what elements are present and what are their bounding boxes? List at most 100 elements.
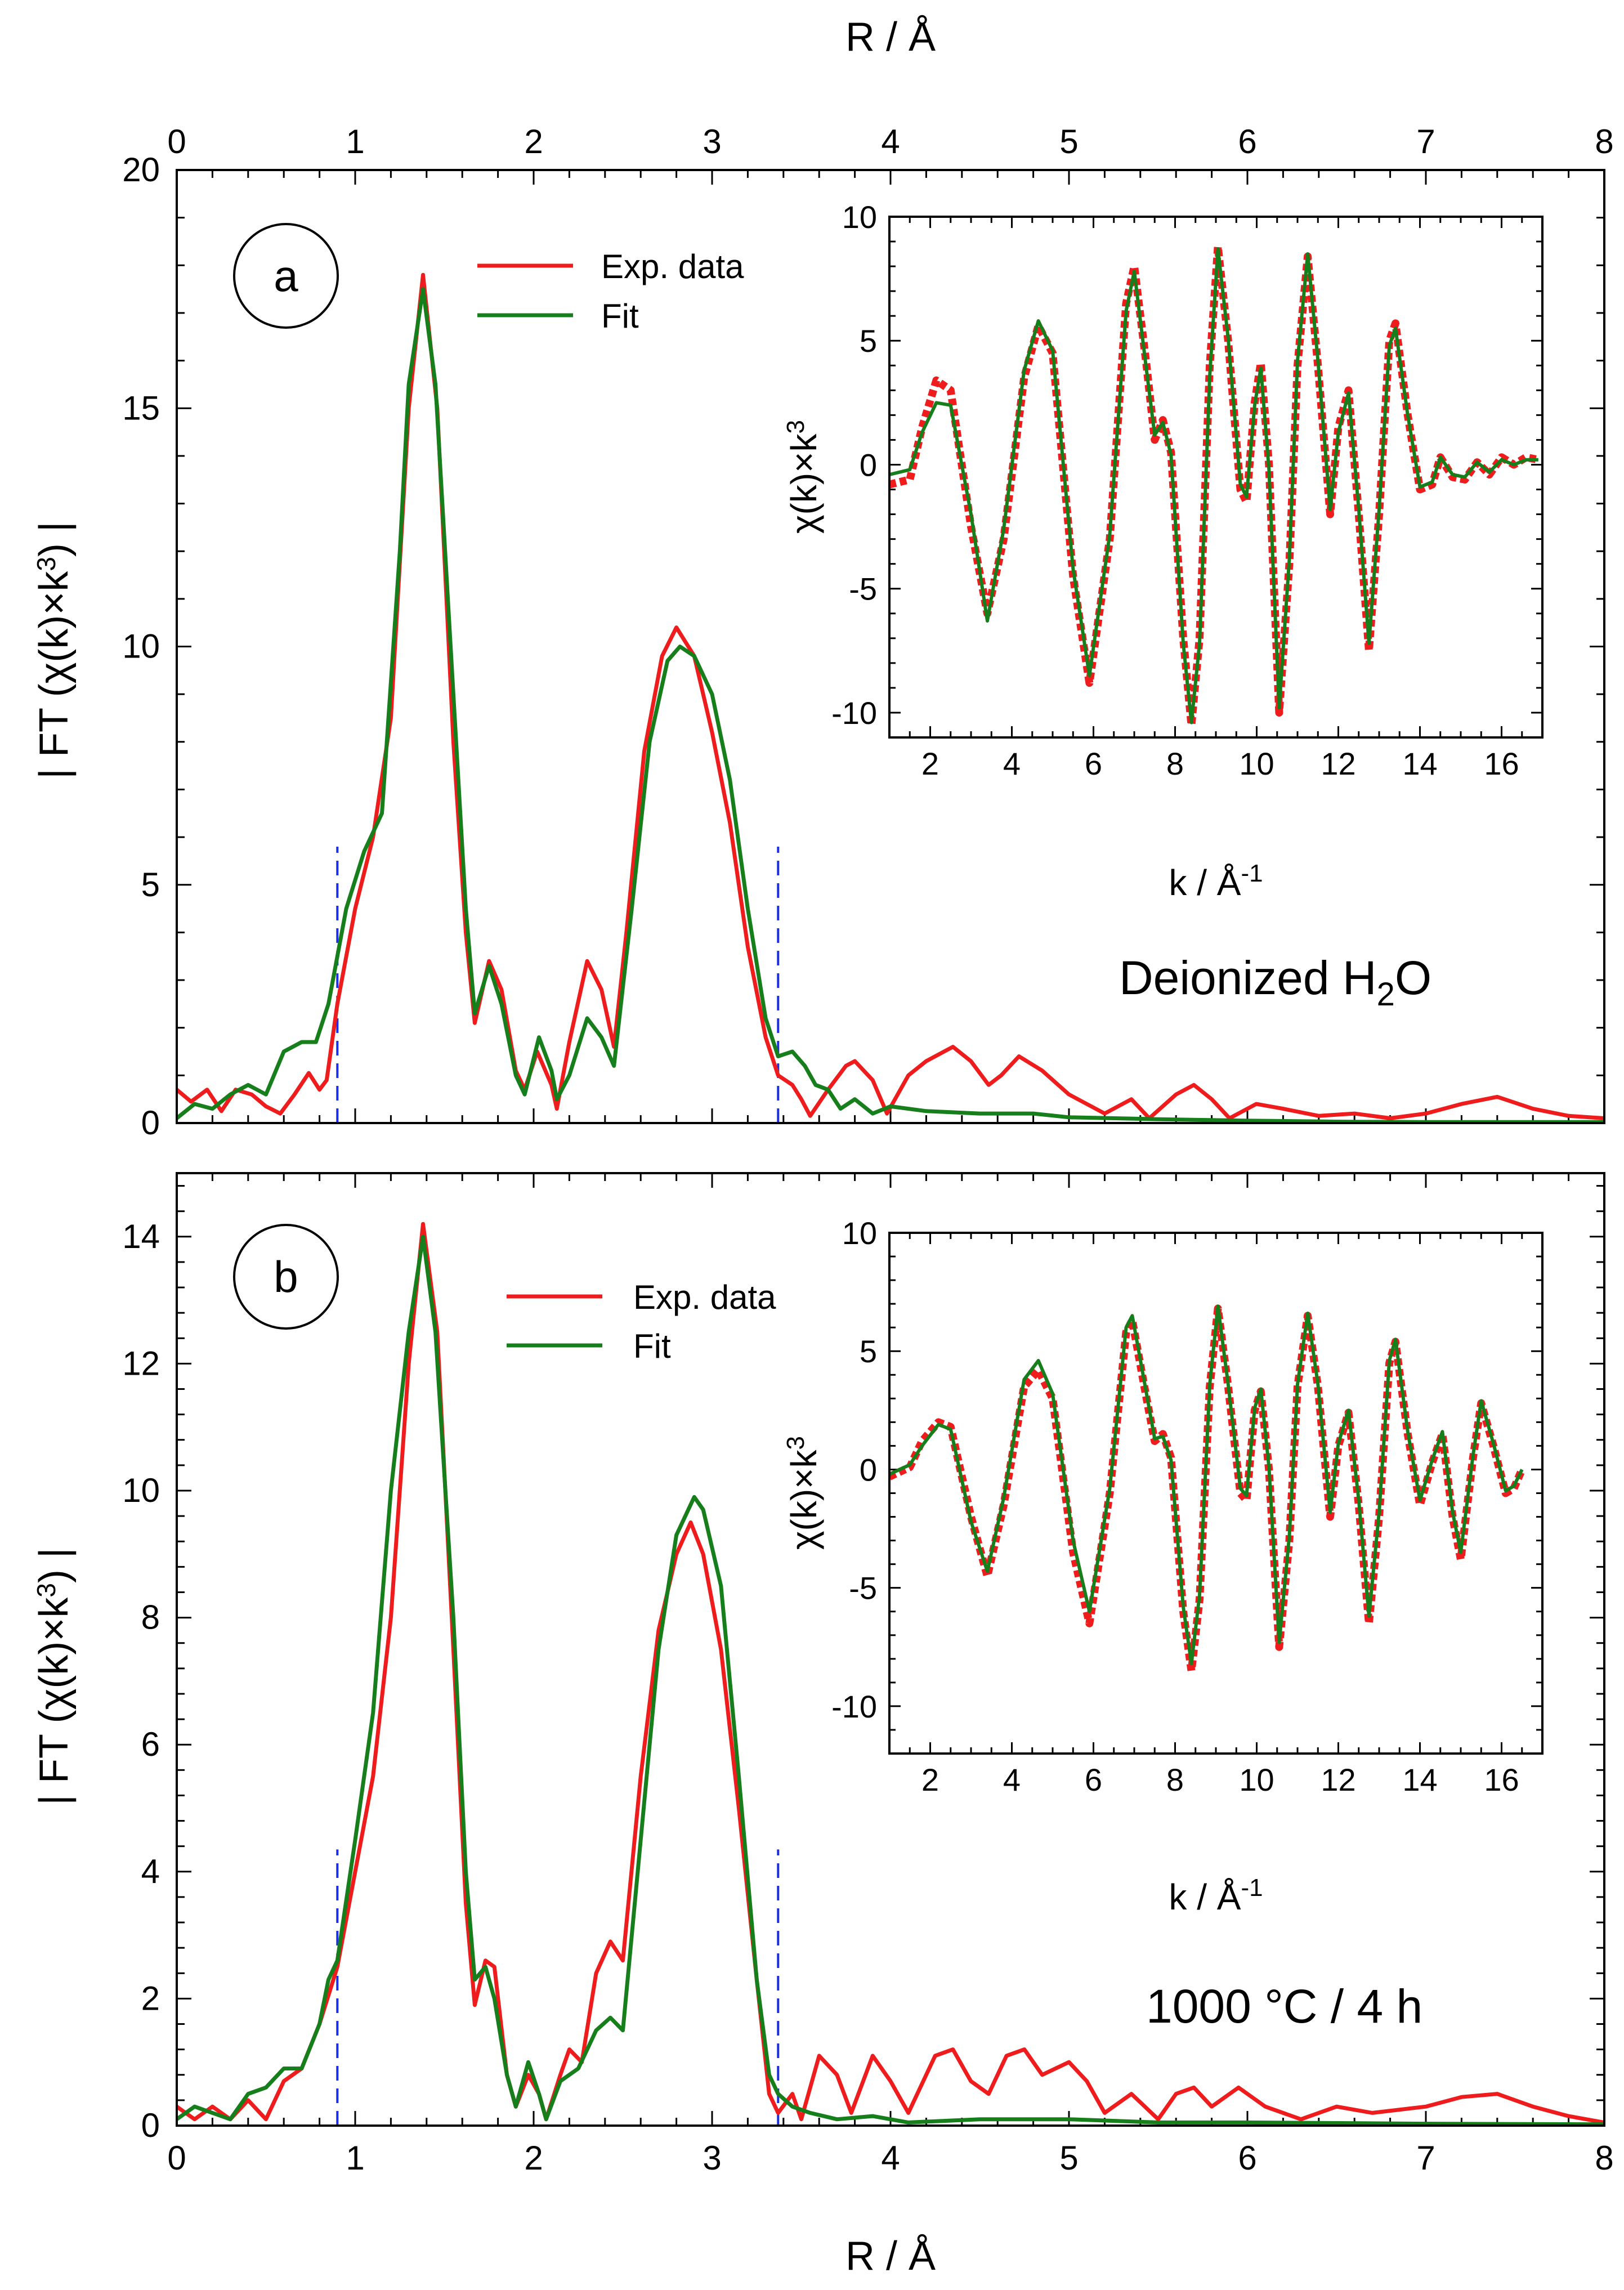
panel-b-xtick-label: 3	[703, 2139, 721, 2177]
panel-a-x-ticks	[176, 170, 1605, 1123]
panel-a-inset-xtick-label: 8	[1166, 746, 1184, 781]
panel-a-inset-x-title: k / Å-1	[1169, 860, 1263, 903]
panel-b-ytick-label: 4	[141, 1853, 160, 1890]
panel-b-ytick-label: 14	[122, 1218, 160, 1255]
panel-a-plot-frame	[176, 169, 1605, 1124]
panel-b-inset-x-title: k / Å-1	[1169, 1874, 1263, 1917]
panel-a-ytick-label: 0	[141, 1104, 160, 1142]
panel-a-inset-ytick-label: 10	[842, 199, 877, 235]
panel-a-inset-xtick-label: 10	[1239, 746, 1274, 781]
panel-b-xtick-label: 5	[1059, 2139, 1078, 2177]
panel-b-inset-xtick-label: 12	[1321, 1762, 1355, 1797]
panel-a-top-tick-label: 5	[1059, 123, 1078, 160]
panel-a-top-tick-label: 3	[703, 123, 721, 160]
panel-b-xtick-label: 8	[1595, 2139, 1613, 2177]
panel-b-xtick-label: 1	[346, 2139, 364, 2177]
panel-a-inset-xtick-label: 2	[921, 746, 939, 781]
panel-a-series	[177, 272, 1604, 1123]
panel-b-series-exp-data-line	[177, 1222, 1604, 2124]
panel-a-inset-y-ticks: -10 -5 0 5 10	[831, 199, 1542, 739]
panel-a-inset-y-title: χ(k)×k3	[782, 420, 824, 534]
panel-b-inset-y-title: χ(k)×k3	[782, 1436, 824, 1550]
panel-b-xtick-label: 0	[167, 2139, 186, 2177]
panel-a-inset-xtick-label: 4	[1003, 746, 1021, 781]
panel-a-y-axis-title: | FT (χ(k)×k3) |	[32, 521, 77, 779]
panel-a-inset-ytick-label: -5	[849, 571, 877, 607]
panel-b-inset-ytick-label: 10	[842, 1215, 877, 1251]
panel-a-badge-circle	[233, 223, 339, 329]
panel-a-inset-series	[889, 242, 1540, 729]
panel-b-legend-exp-label: Exp. data	[633, 1278, 776, 1316]
panel-a-top-tick-label: 4	[881, 123, 900, 160]
panel-b-legend-fit-label: Fit	[633, 1327, 671, 1365]
panel-a-inset-xtick-label: 12	[1321, 746, 1355, 781]
panel-b-inset-ytick-label: -5	[849, 1571, 877, 1606]
panel-b-x-axis-title: R / Å	[845, 2234, 936, 2279]
panel-b-y-axis-title: | FT (χ(k)×k3) |	[32, 1547, 77, 1805]
panel-b-inset-xtick-label: 2	[921, 1762, 939, 1797]
panel-b-plot-frame	[176, 1172, 1605, 2127]
panel-a-inset-ytick-label: 5	[860, 323, 877, 359]
panel-b-ytick-label: 10	[122, 1471, 160, 1509]
panel-a-series-fit-line	[177, 287, 1604, 1123]
panel-a-legend-fit-label: Fit	[601, 297, 639, 335]
panel-a-top-ticks: 0 1 2 3 4 5 6 7 8	[167, 123, 1613, 160]
panel-b-xtick-label: 6	[1238, 2139, 1256, 2177]
panel-b-ytick-label: 0	[141, 2106, 160, 2144]
panel-b-fit-window	[336, 1849, 780, 2126]
panel-b-badge-circle	[233, 1224, 339, 1330]
panel-a-inset-frame	[888, 216, 1544, 739]
panel-b-inset-ytick-label: 5	[860, 1334, 877, 1369]
panel-a-inset-xtick-label: 14	[1402, 746, 1437, 781]
panel-b-y-ticks: 0 2 4 6 8 10 12 14	[122, 1185, 1604, 2144]
panel-b-legend: Exp. data Fit	[507, 1278, 776, 1365]
panel-a-top-tick-label: 2	[524, 123, 543, 160]
panel-b-badge: b	[233, 1224, 339, 1330]
panel-a-badge-label: a	[274, 251, 298, 301]
panel-b-inset-xtick-label: 4	[1003, 1762, 1021, 1797]
panel-a-inset-series-fit-line	[889, 247, 1538, 724]
panel-a-inset-ytick-label: 0	[860, 447, 877, 482]
panel-a-top-tick-label: 7	[1416, 123, 1435, 160]
panel-a-inset-xtick-label: 16	[1484, 746, 1519, 781]
panel-a-badge: a	[233, 223, 339, 329]
panel-a-inset: 2 4 6 8 10 12 14 16 -10 -5 0 5 10 k / Å-1 χ(k)×k3	[782, 199, 1544, 903]
panel-a-fit-window	[336, 847, 780, 1123]
panel-b-inset-x-ticks: 2 4 6 8 10 12 14 16	[909, 1233, 1523, 1797]
panel-b-xtick-label: 4	[881, 2139, 900, 2177]
panel-a-ytick-label: 20	[122, 151, 160, 189]
panel-a-ytick-label: 5	[141, 866, 160, 904]
panel-a-top-tick-label: 8	[1595, 123, 1613, 160]
panel-b-inset-series	[889, 1304, 1526, 1675]
panel-a-legend: Exp. data Fit	[477, 248, 744, 335]
panel-a-top-tick-label: 6	[1238, 123, 1256, 160]
panel-b-inset-xtick-label: 10	[1239, 1762, 1274, 1797]
panel-b-inset-frame	[888, 1232, 1544, 1755]
panel-b-inset-xtick-label: 14	[1402, 1762, 1437, 1797]
panel-b-xtick-label: 7	[1416, 2139, 1435, 2177]
panel-a-annotation: Deionized H2O	[1119, 951, 1431, 1013]
panel-b-ytick-label: 6	[141, 1725, 160, 1763]
panel-b-inset-xtick-label: 16	[1484, 1762, 1519, 1797]
panel-a-series-exp-data-line	[177, 272, 1604, 1120]
panel-b-inset-series-fit-line	[889, 1304, 1524, 1666]
panel-b-inset: 2 4 6 8 10 12 14 16 -10 -5 0 5 10 k / Å-1 χ(k)×k3	[782, 1215, 1544, 1917]
panel-b-xtick-label: 2	[524, 2139, 543, 2177]
panel-a-inset-xtick-label: 6	[1085, 746, 1102, 781]
panel-a-ytick-label: 10	[122, 628, 160, 665]
panel-a-top-axis-title: R / Å	[845, 15, 936, 60]
panel-a-ytick-label: 15	[122, 389, 160, 427]
panel-b-inset-y-ticks: -10 -5 0 5 10	[831, 1215, 1542, 1755]
panel-b-series-fit-line	[177, 1235, 1604, 2126]
panel-b-ytick-label: 8	[141, 1599, 160, 1636]
panel-b-ytick-label: 2	[141, 1979, 160, 2017]
panel-b-inset-ytick-label: 0	[860, 1452, 877, 1487]
panel-b-annotation: 1000 °C / 4 h	[1146, 1980, 1422, 2033]
panel-a-legend-exp-label: Exp. data	[601, 248, 744, 285]
panel-b-inset-xtick-label: 8	[1166, 1762, 1184, 1797]
panel-b-inset-xtick-label: 6	[1085, 1762, 1102, 1797]
